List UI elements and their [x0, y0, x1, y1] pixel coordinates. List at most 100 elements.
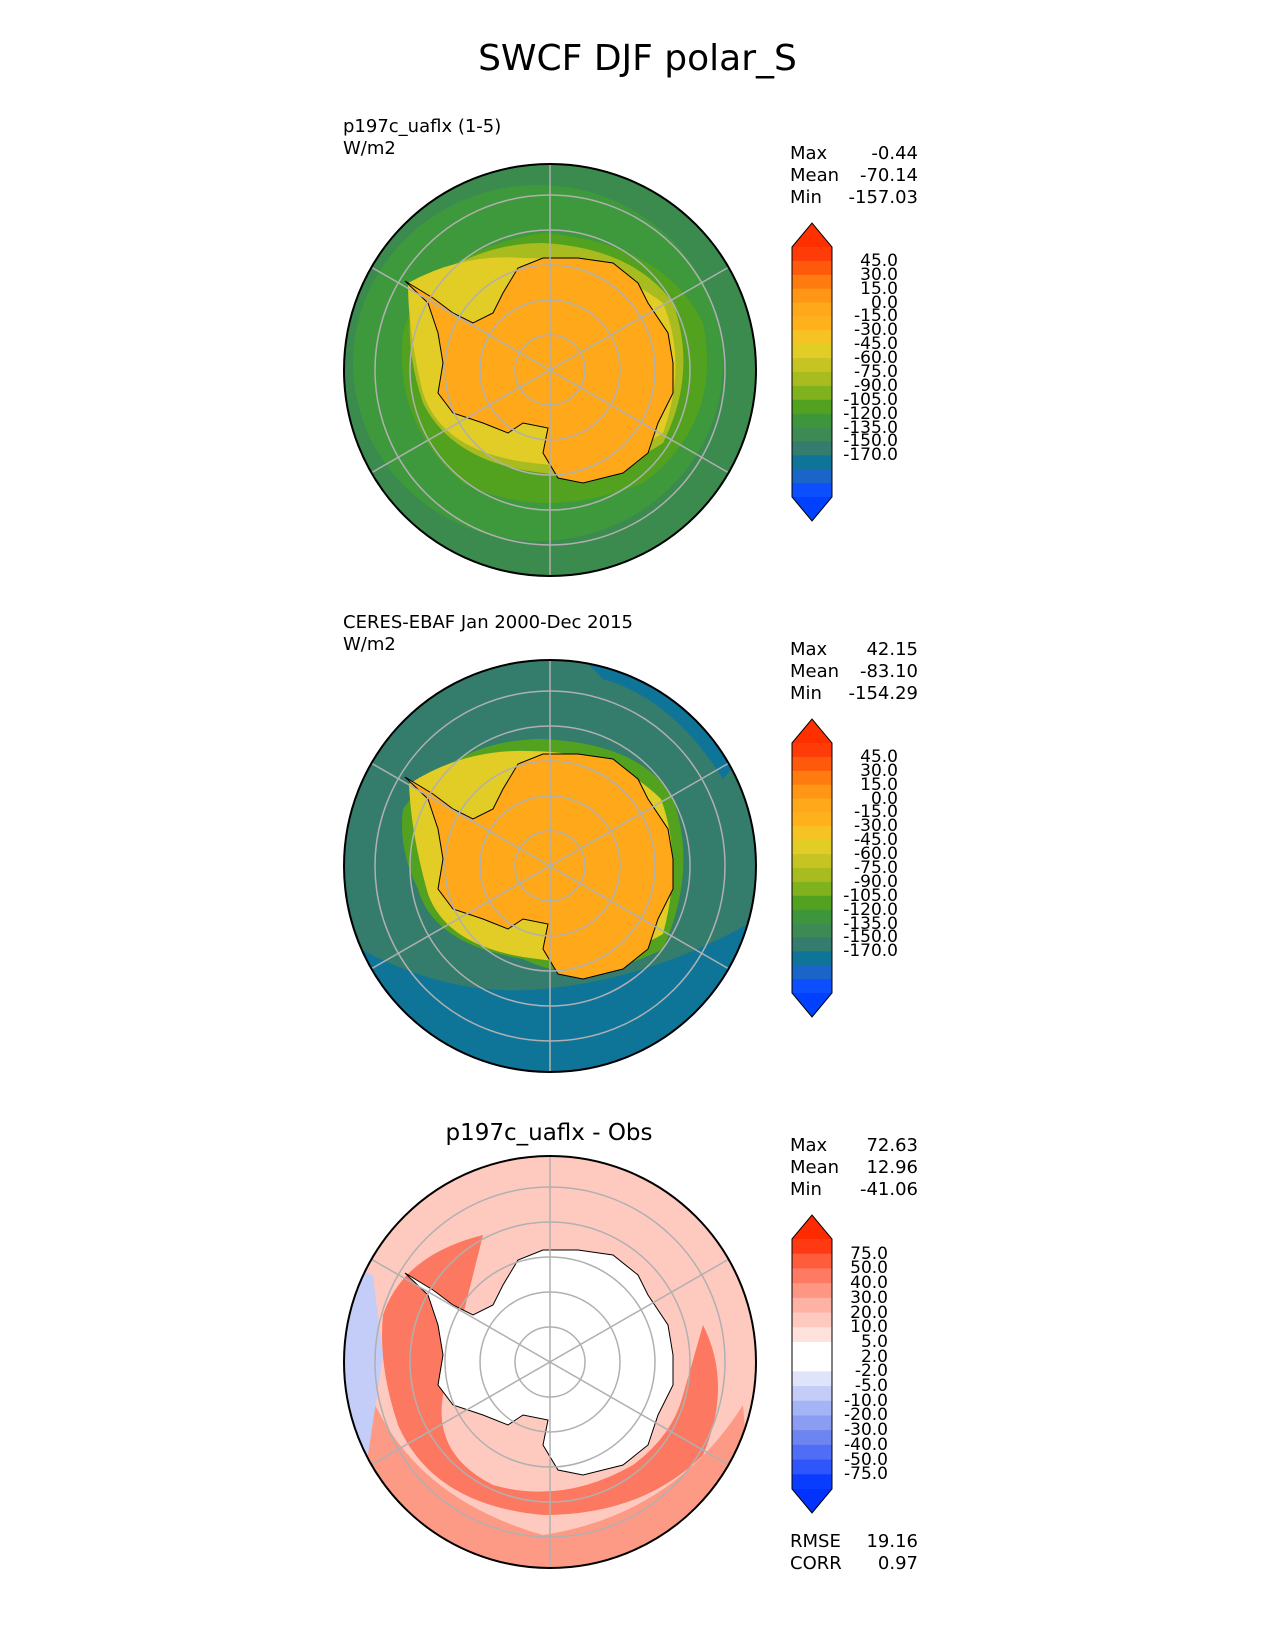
colorbar-tick-label: -30.0 [854, 816, 898, 837]
colorbar-swatch [792, 1444, 832, 1461]
colorbar-swatch [792, 441, 832, 456]
test-colorbar [791, 222, 833, 522]
colorbar-extend-top [792, 223, 832, 247]
colorbar-swatch [792, 951, 832, 966]
colorbar-swatch [792, 1239, 832, 1255]
map-boundary [343, 163, 757, 577]
diff-colorbar-ticks: 75.0 50.0 40.0 30.0 20.0 10.0 5.0 2.0 -2.0 -5.0 -1… [838, 1239, 888, 1489]
colorbar-outline [791, 718, 833, 1018]
colorbar-tick-label: -150.0 [843, 927, 898, 948]
colorbar-tick-label: 2.0 [860, 1346, 888, 1367]
colorbar-swatch [792, 344, 832, 359]
colorbar-swatch [792, 413, 832, 429]
colorbar-tick-label: 5.0 [860, 1331, 888, 1352]
colorbar-extend-top [792, 1215, 832, 1239]
colorbar-tick-label: -90.0 [854, 871, 898, 892]
stat-corr: CORR 0.97 [790, 1553, 918, 1574]
colorbar-swatch [792, 316, 832, 331]
colorbar-swatch [792, 937, 832, 952]
colorbar-tick-label: 50.0 [850, 1258, 888, 1279]
colorbar-tick-label: -105.0 [843, 885, 898, 906]
colorbar-tick-label: 30.0 [860, 264, 898, 285]
colorbar-swatch [792, 798, 832, 813]
colorbar-tick-label: -30.0 [844, 1420, 888, 1441]
colorbar-swatch [792, 302, 832, 317]
colorbar-tick-label: -120.0 [843, 899, 898, 920]
stat-max: Max -0.44 [790, 143, 918, 164]
colorbar-swatch [792, 923, 832, 938]
colorbar-tick-label: -15.0 [854, 306, 898, 327]
colorbar-tick-label: -75.0 [854, 858, 898, 878]
colorbar-swatch [792, 274, 832, 290]
antarctica-land [404, 257, 674, 484]
colorbar-tick-label: -90.0 [854, 375, 898, 396]
colorbar-tick-label: -75.0 [844, 1464, 888, 1485]
stat-min: Min -41.06 [790, 1179, 918, 1200]
colorbar-tick-label: 10.0 [850, 1317, 888, 1338]
map-boundary [343, 659, 757, 1073]
obs-panel-label: CERES-EBAF Jan 2000-Dec 2015 W/m2 [343, 612, 633, 656]
colorbar-swatch [792, 385, 832, 401]
colorbar-tick-label: -10.0 [844, 1390, 888, 1411]
colorbar-tick-label: 15.0 [860, 774, 898, 795]
colorbar-swatch [792, 1297, 832, 1314]
colorbar-tick-label: -60.0 [854, 844, 898, 865]
colorbar-tick-label: -105.0 [843, 389, 898, 410]
colorbar-swatch [792, 784, 832, 800]
figure-title: SWCF DJF polar_S [478, 38, 797, 79]
stat-max: Max 72.63 [790, 1135, 918, 1156]
colorbar-swatch [792, 743, 832, 758]
antarctica-land [404, 1249, 674, 1476]
colorbar-swatch [792, 1474, 832, 1490]
colorbar-outline [791, 222, 833, 522]
colorbar-tick-label: -20.0 [844, 1405, 888, 1426]
colorbar-tick-label: -150.0 [843, 431, 898, 452]
diff-panel-title: p197c_uaflx - Obs [445, 1120, 653, 1146]
colorbar-tick-label: 20.0 [850, 1302, 888, 1323]
colorbar-swatch [792, 854, 832, 869]
obs-colorbar-ticks: 45.0 30.0 15.0 0.0 -15.0 -30.0 -45.0 -60.0 -75.0… [838, 743, 898, 993]
colorbar-swatch [792, 1415, 832, 1431]
antarctica-land [404, 753, 674, 980]
colorbar-swatch [792, 770, 832, 786]
colorbar-swatch [792, 756, 832, 772]
colorbar-swatch [792, 1371, 832, 1387]
colorbar-tick-label: -170.0 [843, 445, 898, 466]
colorbar-swatch [792, 427, 832, 442]
colorbar-swatch [792, 840, 832, 855]
map-boundary [343, 1155, 757, 1569]
colorbar-tick-label: -50.0 [844, 1449, 888, 1470]
colorbar-tick-label: 30.0 [850, 1287, 888, 1308]
colorbar-swatch [792, 469, 832, 484]
test-colorbar-ticks: 45.0 30.0 15.0 0.0 -15.0 -30.0 -45.0 -60.0 -75.0… [838, 247, 898, 497]
colorbar-swatch [792, 260, 832, 276]
graticule [370, 1156, 730, 1568]
colorbar-swatch [792, 1283, 832, 1299]
colorbar-swatch [792, 881, 832, 897]
graticule [370, 660, 730, 1072]
diff-positive-band [344, 1375, 756, 1568]
diff-stats: Max 72.63 Mean 12.96 Min -41.06 [790, 1135, 918, 1201]
colorbar-outline [791, 1214, 833, 1514]
colorbar-tick-label: -135.0 [843, 913, 898, 934]
diff-polar-map [343, 1155, 757, 1569]
colorbar-swatch [792, 826, 832, 841]
colorbar-tick-label: -135.0 [843, 417, 898, 438]
colorbar-extend-top [792, 719, 832, 743]
colorbar-tick-label: 75.0 [850, 1243, 888, 1264]
colorbar-tick-label: 15.0 [860, 278, 898, 299]
colorbar-tick-label: -30.0 [854, 320, 898, 341]
obs-units: W/m2 [343, 634, 396, 655]
colorbar-tick-label: -60.0 [854, 348, 898, 369]
stat-max: Max 42.15 [790, 639, 918, 660]
graticule [370, 164, 730, 576]
obs-colorbar [791, 718, 833, 1018]
colorbar-swatch [792, 868, 832, 883]
obs-polar-map [343, 659, 757, 1073]
colorbar-tick-label: 40.0 [850, 1273, 888, 1294]
stat-mean: Mean -70.14 [790, 165, 918, 186]
test-stats: Max -0.44 Mean -70.14 Min -157.03 [790, 143, 918, 209]
colorbar-tick-label: -120.0 [843, 403, 898, 424]
colorbar-tick-label: -45.0 [854, 334, 898, 355]
colorbar-swatch [792, 1327, 832, 1343]
